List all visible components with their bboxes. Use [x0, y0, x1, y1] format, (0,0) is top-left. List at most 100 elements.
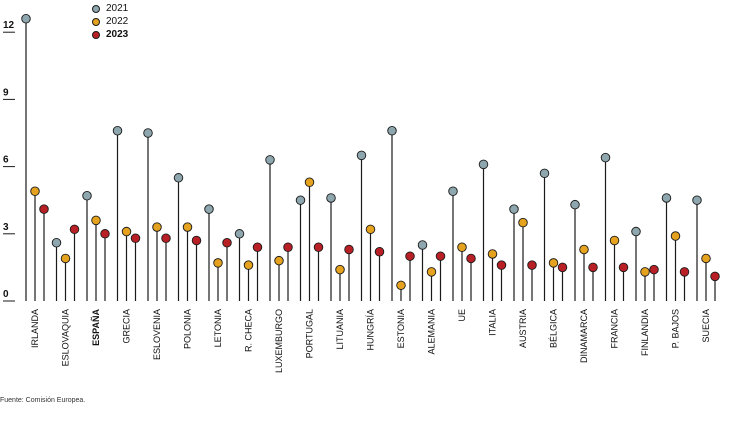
point-polonia-2021 — [173, 173, 184, 183]
y-tick-label-12: 12 — [3, 20, 15, 31]
point-irlanda-2022 — [30, 186, 40, 196]
point-ue-2023 — [466, 253, 476, 264]
point-españa-2023 — [100, 229, 110, 239]
x-label-eslovaquia: ESLOVAQUIA — [61, 309, 71, 366]
y-tick-label-3: 3 — [3, 222, 9, 233]
point-lituania-2021 — [326, 193, 336, 203]
legend-item-2021: 2021 — [92, 2, 128, 15]
point-portugal-2023 — [313, 242, 324, 252]
point-estonia-2022 — [396, 280, 406, 291]
x-label-italia: ITALIA — [488, 309, 498, 336]
x-label-hungría: HUNGRÍA — [366, 309, 376, 351]
point-luxemburgo-2023 — [283, 242, 293, 252]
point-estonia-2021 — [387, 126, 397, 136]
point-eslovenia-2023 — [161, 233, 171, 244]
legend-item-2023: 2023 — [92, 28, 128, 41]
x-label-españa: ESPAÑA — [91, 309, 101, 346]
point-dinamarca-2023 — [588, 262, 598, 273]
point-españa-2021 — [82, 190, 92, 201]
x-label-grecia: GRECIA — [122, 309, 132, 344]
point-p-bajos-2023 — [679, 267, 690, 277]
x-label-letonia: LETONIA — [213, 309, 223, 347]
x-label-dinamarca: DINAMARCA — [579, 309, 589, 363]
point-alemania-2022 — [426, 267, 437, 277]
point-suecia-2023 — [710, 271, 720, 282]
legend-dot-2021 — [92, 4, 100, 13]
legend-label-2021: 2021 — [106, 3, 129, 14]
x-label-polonia: POLONIA — [183, 309, 193, 349]
point-hungría-2022 — [365, 224, 376, 235]
x-label-francia: FRANCIA — [610, 309, 620, 349]
point-portugal-2022 — [304, 177, 315, 188]
point-grecia-2023 — [130, 233, 141, 244]
point-suecia-2021 — [692, 195, 702, 205]
point-alemania-2021 — [417, 240, 428, 250]
y-tick-label-6: 6 — [3, 155, 9, 166]
legend: 2021 2022 2023 — [92, 2, 128, 41]
point-francia-2022 — [609, 235, 620, 246]
point-luxemburgo-2022 — [274, 255, 284, 266]
x-label-austria: AUSTRIA — [518, 309, 528, 348]
x-label-portugal: PORTUGAL — [305, 309, 315, 358]
legend-label-2023: 2023 — [106, 29, 129, 40]
point-ue-2021 — [448, 186, 458, 196]
x-label-r-checa: R. CHECA — [244, 309, 254, 352]
point-irlanda-2021 — [21, 14, 31, 24]
point-irlanda-2023 — [39, 204, 49, 214]
x-label-suecia: SUECIA — [701, 309, 711, 343]
point-letonia-2022 — [213, 258, 223, 268]
x-label-bélgica: BÉLGICA — [549, 309, 559, 348]
point-dinamarca-2022 — [579, 244, 589, 255]
point-eslovenia-2022 — [152, 222, 162, 232]
point-hungría-2023 — [374, 246, 385, 257]
stems — [25, 18, 716, 301]
point-bélgica-2023 — [557, 262, 568, 273]
point-r-checa-2022 — [243, 260, 254, 270]
point-polonia-2022 — [182, 222, 193, 232]
point-p-bajos-2021 — [661, 193, 672, 203]
x-label-lituania: LITUANIA — [335, 309, 345, 350]
x-label-ue: UE — [457, 309, 467, 322]
point-r-checa-2021 — [234, 229, 245, 239]
point-lituania-2022 — [335, 264, 345, 275]
x-label-finlandia: FINLANDIA — [640, 309, 650, 356]
point-francia-2023 — [618, 262, 629, 273]
legend-item-2022: 2022 — [92, 15, 128, 28]
x-label-irlanda: IRLANDA — [30, 309, 40, 348]
x-label-estonia: ESTONIA — [396, 309, 406, 348]
point-bélgica-2022 — [548, 258, 559, 268]
point-finlandia-2022 — [640, 267, 650, 277]
source-note: Fuente: Comisión Europea. — [0, 397, 86, 404]
y-axis: 0 3 6 9 12 — [3, 20, 15, 302]
point-p-bajos-2022 — [670, 231, 681, 241]
point-polonia-2023 — [191, 235, 202, 246]
point-italia-2021 — [478, 159, 489, 170]
point-finlandia-2021 — [631, 226, 641, 237]
point-alemania-2023 — [435, 251, 446, 261]
point-eslovaquia-2022 — [60, 253, 71, 264]
point-letonia-2021 — [204, 204, 214, 214]
point-ue-2022 — [457, 242, 467, 252]
x-label-eslovenia: ESLOVENIA — [152, 309, 162, 360]
point-r-checa-2023 — [252, 242, 263, 252]
point-españa-2022 — [91, 215, 101, 226]
legend-dot-2022 — [92, 17, 100, 26]
point-eslovaquia-2021 — [51, 238, 62, 248]
point-finlandia-2023 — [649, 264, 659, 275]
point-italia-2022 — [487, 249, 498, 259]
point-suecia-2022 — [701, 253, 711, 264]
point-austria-2022 — [518, 217, 528, 228]
x-axis-labels: IRLANDA ESLOVAQUIA ESPAÑA GRECIA ESLOVENIA PO… — [30, 309, 711, 374]
x-label-luxemburgo: LUXEMBURGO — [274, 309, 284, 373]
point-estonia-2023 — [405, 251, 415, 261]
point-luxemburgo-2021 — [265, 155, 275, 165]
point-eslovaquia-2023 — [69, 224, 80, 235]
point-austria-2021 — [509, 204, 519, 214]
point-italia-2023 — [496, 260, 507, 270]
x-label-alemania: ALEMANIA — [427, 309, 437, 355]
y-tick-label-0: 0 — [3, 289, 9, 300]
x-label-p-bajos: P. BAJOS — [671, 309, 681, 348]
point-grecia-2021 — [112, 126, 123, 136]
point-grecia-2022 — [121, 226, 132, 237]
